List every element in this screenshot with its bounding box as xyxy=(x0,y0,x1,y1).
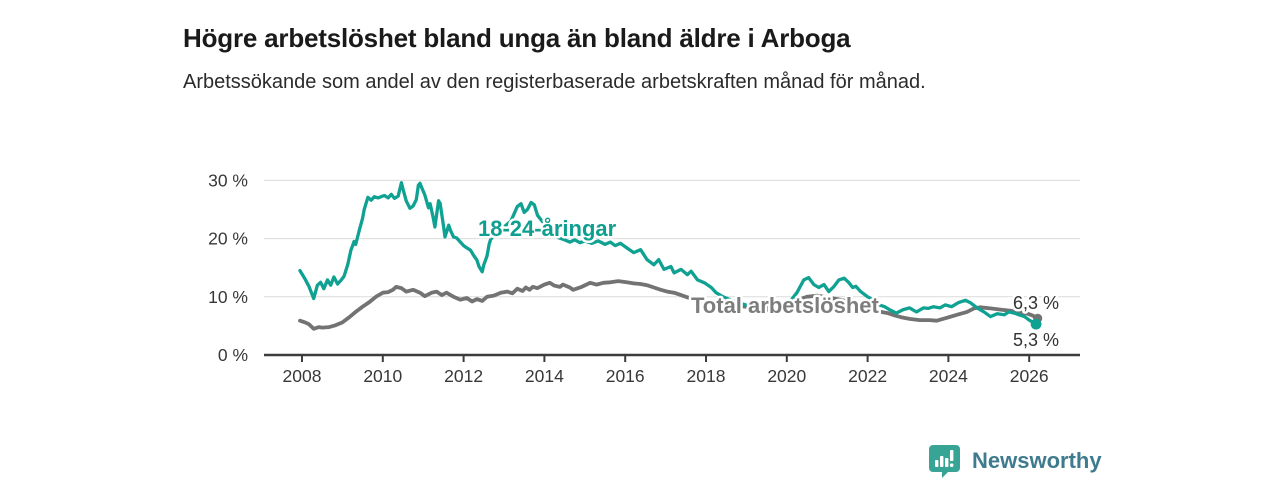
page-title: Högre arbetslöshet bland unga än bland ä… xyxy=(183,23,851,54)
series-line-total xyxy=(298,279,1040,331)
x-tick-label: 2022 xyxy=(848,366,887,386)
y-tick-label: 0 % xyxy=(218,345,248,365)
end-value-label: 6,3 % xyxy=(1013,293,1059,313)
x-tick-label: 2012 xyxy=(444,366,483,386)
brand-footer: Newsworthy xyxy=(928,444,1102,478)
x-tick-label: 2008 xyxy=(283,366,322,386)
y-tick-label: 20 % xyxy=(208,229,248,249)
x-tick-label: 2026 xyxy=(1010,366,1049,386)
x-tick-label: 2020 xyxy=(767,366,806,386)
brand-name: Newsworthy xyxy=(972,448,1102,473)
x-tick-label: 2024 xyxy=(929,366,968,386)
series-label: Total arbetslöshet xyxy=(691,293,880,318)
newsworthy-logo-icon xyxy=(929,445,960,478)
series-label: 18-24-åringar xyxy=(478,216,617,241)
page-subtitle: Arbetssökande som andel av den registerb… xyxy=(183,71,926,93)
x-tick-label: 2016 xyxy=(606,366,645,386)
x-tick-label: 2010 xyxy=(363,366,402,386)
x-tick-label: 2014 xyxy=(525,366,564,386)
series-end-dot-youth xyxy=(1030,318,1042,330)
y-tick-label: 30 % xyxy=(208,170,248,190)
end-value-label: 5,3 % xyxy=(1013,330,1059,350)
series-line-youth xyxy=(298,181,1038,326)
y-tick-label: 10 % xyxy=(208,287,248,307)
x-tick-label: 2018 xyxy=(687,366,726,386)
